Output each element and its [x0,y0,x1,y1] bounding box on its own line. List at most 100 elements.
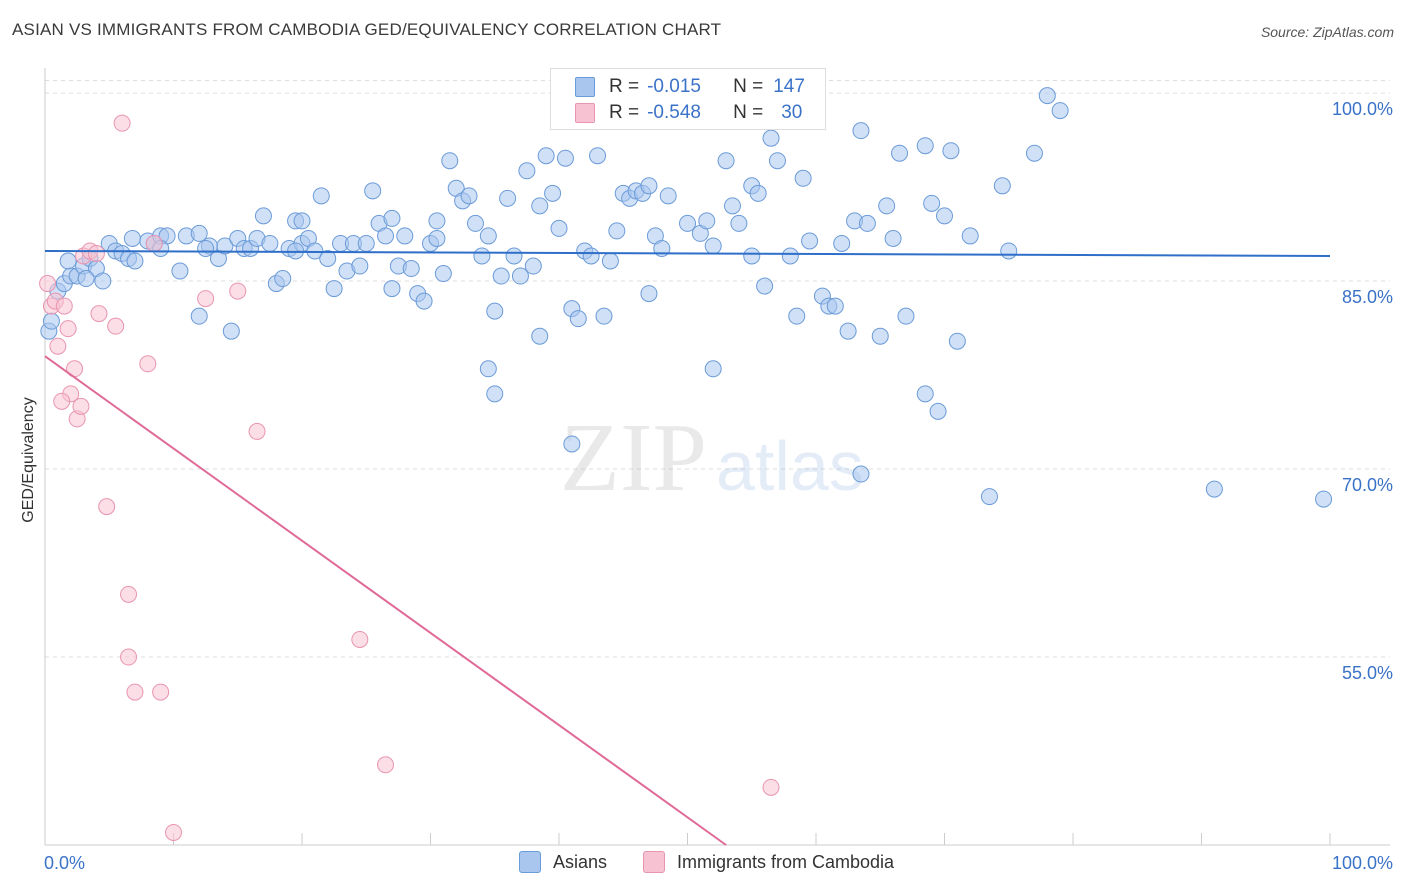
asians-trend-line [44,249,1331,257]
asians-point [1315,490,1333,508]
asians-point [274,270,292,288]
cambodia-point [229,282,247,300]
chart-title: ASIAN VS IMMIGRANTS FROM CAMBODIA GED/EQ… [12,20,722,39]
asians-point [216,237,234,255]
asians-point [788,307,806,325]
asians-point [556,149,574,167]
asians-point [197,239,215,257]
r-value: -0.548 [647,102,701,123]
asians-legend-swatch [519,851,541,873]
cambodia-point [126,683,144,701]
asians-point [833,234,851,252]
asians-point [826,297,844,315]
r-label: R = [609,102,640,123]
asians-point [852,122,870,140]
asians-point [704,360,722,378]
asians-point [312,187,330,205]
asians-point [589,147,607,165]
asians-point [190,307,208,325]
asians-point [261,234,279,252]
x-tick-label-left: 0.0% [44,853,85,873]
asians-point [929,402,947,420]
asians-point [595,307,613,325]
cambodia-point [377,756,395,774]
asians-point [730,214,748,232]
asians-point [723,197,741,215]
asians-point [640,177,658,195]
cambodia-point [90,305,108,323]
asians-point [364,182,382,200]
axes [44,68,1390,846]
asians-point [293,212,311,230]
n-label: N = [733,102,764,123]
asians-point [852,465,870,483]
asians-point [460,187,478,205]
asians-point [942,142,960,160]
y-tick-label: 100.0% [1332,99,1393,119]
asians-point [544,184,562,202]
asians-point [77,270,95,288]
legend-item-cambodia: Immigrants from Cambodia [643,851,894,873]
trend-lines [44,249,1331,846]
asians-point [126,252,144,270]
asians-point [659,187,677,205]
asians-point [1205,480,1223,498]
asians-point [518,162,536,180]
asians-point [415,292,433,310]
cambodia-legend-label: Immigrants from Cambodia [677,851,895,872]
asians-point [190,224,208,242]
asians-point [1025,144,1043,162]
source-credit: Source: ZipAtlas.com [1260,24,1394,40]
cambodia-points [39,114,780,841]
watermark-atlas: atlas [716,427,864,505]
asians-point [897,307,915,325]
asians-point [511,267,529,285]
cambodia-point [120,648,138,666]
asians-point [319,249,337,267]
watermark-zip: ZIP [560,404,707,512]
cambodia-point [351,630,369,648]
cambodia-point [248,422,266,440]
cambodia-point [165,823,182,841]
asians-legend-label: Asians [553,851,608,872]
asians-point [479,360,497,378]
asians-point [743,247,761,265]
cambodia-point [139,355,157,373]
n-value: 147 [773,76,805,97]
asians-point [801,232,819,250]
cambodia-point [107,317,125,335]
asians-point [402,260,420,278]
asians-point [839,322,857,340]
asians-point [704,237,722,255]
asians-point [254,207,272,225]
cambodia-point [72,397,90,415]
asians-point [524,257,542,275]
asians-point [781,247,799,265]
cambodia-point [53,392,71,410]
cambodia-point [55,297,73,315]
cambodia-trend-line [44,355,727,846]
cambodia-point [152,683,170,701]
asians-point [383,209,401,227]
asians-point [569,310,587,328]
asians-point [749,184,767,202]
y-tick-label: 70.0% [1342,475,1393,495]
cambodia-point [145,234,163,252]
asians-point [428,229,446,247]
asians-point [325,280,343,298]
cambodia-legend-swatch [643,851,665,873]
asians-point [428,212,446,230]
asians-point [717,152,735,170]
r-value: -0.015 [647,76,701,97]
asians-point [537,147,555,165]
asians-point [473,247,491,265]
asians-point [640,285,658,303]
asians-point [1000,242,1018,260]
asians-point [884,229,902,247]
asians-point [923,194,941,212]
asians-point [396,227,414,245]
asians-point [608,222,626,240]
asians-point [499,189,517,207]
cambodia-point [59,320,77,338]
asians-point [351,257,369,275]
